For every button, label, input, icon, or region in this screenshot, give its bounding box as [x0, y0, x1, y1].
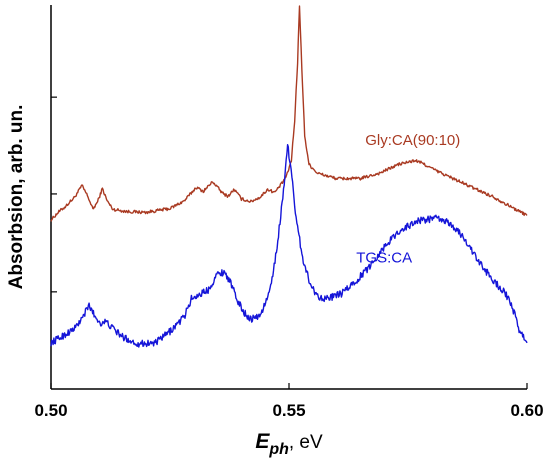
x-axis-title-main: E — [255, 430, 270, 453]
series-lines — [50, 5, 528, 348]
series-label: TGS:CA — [356, 249, 412, 266]
x-tick-label: 0.50 — [34, 401, 67, 420]
x-ticks — [50, 383, 528, 389]
y-axis-title: Absorbsion, arb. un. — [6, 105, 27, 290]
x-axis-title-sub: ph — [268, 441, 289, 458]
series-label: Gly:CA(90:10) — [365, 132, 460, 149]
plot-axes — [50, 5, 527, 390]
x-tick-label: 0.55 — [272, 401, 305, 420]
series-line — [50, 5, 528, 222]
series-line — [50, 144, 528, 348]
x-axis-title: Eph, eV — [255, 430, 323, 458]
x-axis-title-unit: , eV — [289, 432, 323, 453]
y-ticks — [51, 96, 57, 293]
series-labels: Gly:CA(90:10) TGS:CA — [356, 132, 460, 266]
x-tick-labels: 0.50 0.55 0.60 — [34, 401, 543, 420]
x-tick-label: 0.60 — [510, 401, 543, 420]
